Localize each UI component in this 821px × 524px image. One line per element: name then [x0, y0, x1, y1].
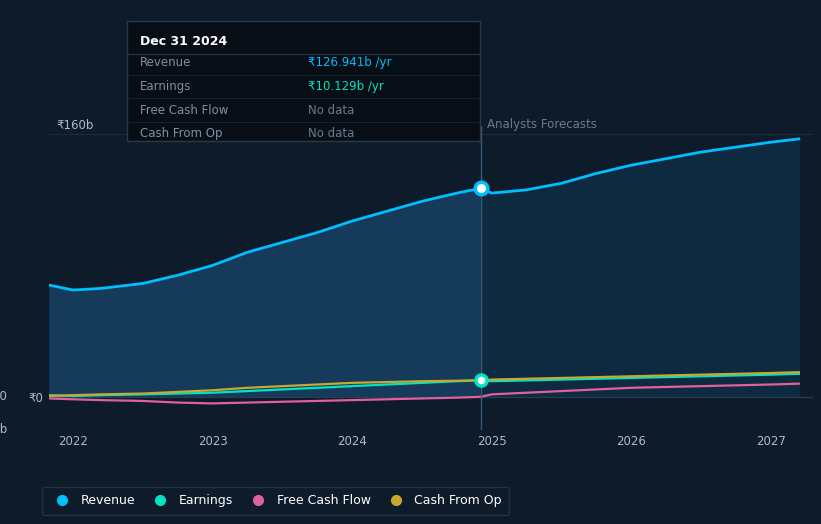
Text: Revenue: Revenue: [140, 57, 191, 69]
Legend: Revenue, Earnings, Free Cash Flow, Cash From Op: Revenue, Earnings, Free Cash Flow, Cash …: [42, 487, 510, 515]
Text: Dec 31 2024: Dec 31 2024: [140, 35, 227, 48]
Text: -₹20b: -₹20b: [0, 423, 7, 436]
Text: Past: Past: [452, 118, 476, 132]
Text: Free Cash Flow: Free Cash Flow: [140, 104, 228, 116]
Text: ₹160b: ₹160b: [57, 119, 94, 133]
Text: ₹10.129b /yr: ₹10.129b /yr: [308, 80, 383, 93]
Text: ₹126.941b /yr: ₹126.941b /yr: [308, 57, 392, 69]
Text: Cash From Op: Cash From Op: [140, 127, 222, 140]
Text: No data: No data: [308, 104, 354, 116]
Text: Analysts Forecasts: Analysts Forecasts: [487, 118, 597, 132]
Text: Earnings: Earnings: [140, 80, 191, 93]
Text: ₹0: ₹0: [0, 390, 7, 403]
Text: No data: No data: [308, 127, 354, 140]
